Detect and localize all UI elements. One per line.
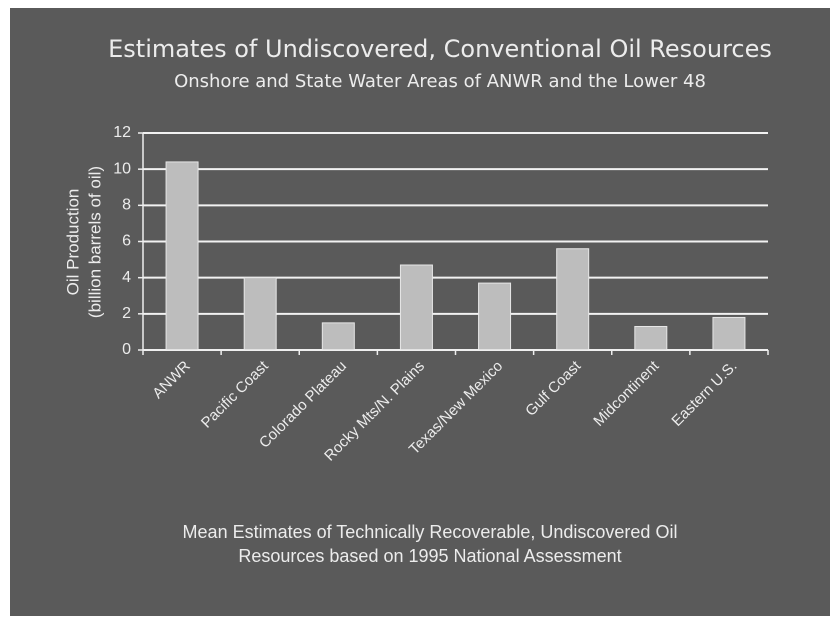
y-tick-label: 6 xyxy=(122,233,131,250)
y-axis-label-line: (billion barrels of oil) xyxy=(85,166,104,318)
y-tick-label: 2 xyxy=(122,305,131,322)
chart-subtitle: Onshore and State Water Areas of ANWR an… xyxy=(174,71,706,92)
bar xyxy=(478,282,512,351)
bar xyxy=(634,325,668,351)
caption-line: Mean Estimates of Technically Recoverabl… xyxy=(183,522,678,542)
y-axis-label-line: Oil Production xyxy=(63,189,82,296)
y-tick-label: 4 xyxy=(122,269,131,286)
chart-title: Estimates of Undiscovered, Conventional … xyxy=(108,35,772,63)
y-tick-label: 12 xyxy=(113,124,131,141)
bar xyxy=(321,322,355,351)
bar xyxy=(165,161,199,351)
y-tick-label: 8 xyxy=(122,197,131,214)
y-tick-label: 0 xyxy=(122,341,131,358)
bar xyxy=(399,264,433,351)
y-axis-label: Oil Production (billion barrels of oil) xyxy=(63,166,104,318)
bar xyxy=(243,277,277,351)
y-tick-label: 10 xyxy=(113,160,131,177)
caption-line: Resources based on 1995 National Assessm… xyxy=(238,546,621,566)
bar xyxy=(556,248,590,351)
bar xyxy=(712,316,746,351)
